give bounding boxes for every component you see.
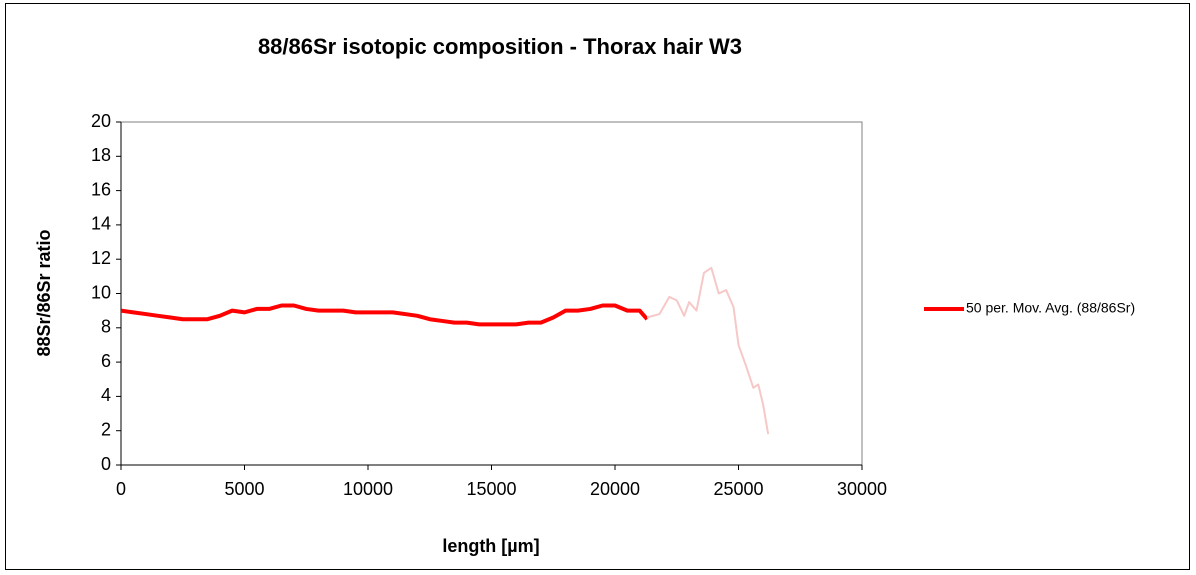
y-tick-label: 10 <box>91 282 111 302</box>
legend-label: 50 per. Mov. Avg. (88/86Sr) <box>966 300 1135 316</box>
y-axis-label: 88Sr/86Sr ratio <box>34 229 54 356</box>
y-tick-label: 20 <box>91 111 111 131</box>
y-tick-label: 0 <box>101 454 111 474</box>
y-tick-label: 4 <box>101 385 111 405</box>
chart-title: 88/86Sr isotopic composition - Thorax ha… <box>258 34 742 59</box>
x-tick-label: 30000 <box>837 479 887 499</box>
y-tick-label: 2 <box>101 419 111 439</box>
x-tick-label: 15000 <box>466 479 516 499</box>
series-line <box>120 303 649 327</box>
y-tick-label: 8 <box>101 317 111 337</box>
series-line <box>646 266 770 435</box>
x-tick-label: 0 <box>116 479 126 499</box>
chart-border <box>5 3 1190 570</box>
x-tick-label: 10000 <box>343 479 393 499</box>
y-tick-label: 18 <box>91 145 111 165</box>
x-tick-label: 5000 <box>224 479 264 499</box>
x-tick-label: 25000 <box>713 479 763 499</box>
y-tick-label: 16 <box>91 179 111 199</box>
x-tick-label: 20000 <box>590 479 640 499</box>
y-tick-label: 14 <box>91 214 111 234</box>
y-tick-label: 12 <box>91 248 111 268</box>
y-tick-label: 6 <box>101 351 111 371</box>
x-axis-label: length [µm] <box>442 536 539 556</box>
